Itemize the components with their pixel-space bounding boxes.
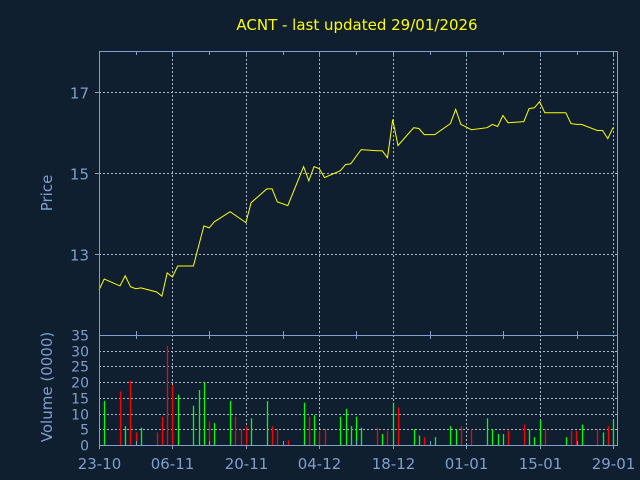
x-tick-label: 18-12 xyxy=(372,455,416,473)
price-series xyxy=(98,100,614,297)
price-line xyxy=(98,100,614,297)
x-tick-label: 06-11 xyxy=(151,455,195,473)
price-panel-frame xyxy=(99,51,618,336)
price-tick-label: 17 xyxy=(70,85,89,103)
x-tick-label: 04-12 xyxy=(298,455,342,473)
chart-title: ACNT - last updated 29/01/2026 xyxy=(236,16,477,34)
volume-tick-label: 20 xyxy=(71,376,89,392)
volume-tick-label: 10 xyxy=(71,408,89,424)
volume-tick-label: 25 xyxy=(71,360,89,376)
price-tick-label: 15 xyxy=(70,166,89,184)
x-tick-label: 15-01 xyxy=(519,455,563,473)
x-tick-label: 23-10 xyxy=(78,455,122,473)
price-axis-label: Price xyxy=(38,175,56,212)
volume-tick-label: 15 xyxy=(71,392,89,408)
volume-tick-label: 5 xyxy=(80,423,89,439)
volume-tick-label: 0 xyxy=(80,439,89,455)
gridlines xyxy=(99,51,617,445)
volume-tick-label: 30 xyxy=(71,345,89,361)
volume-tick-label: 35 xyxy=(71,329,89,345)
axes xyxy=(95,51,618,449)
price-tick-label: 13 xyxy=(70,247,89,265)
volume-axis-label: Volume (0000) xyxy=(38,332,56,442)
x-tick-label: 29-01 xyxy=(592,455,636,473)
x-tick-label: 20-11 xyxy=(225,455,269,473)
volume-panel-frame xyxy=(99,335,618,446)
x-tick-label: 01-01 xyxy=(445,455,489,473)
volume-bars xyxy=(103,346,615,445)
